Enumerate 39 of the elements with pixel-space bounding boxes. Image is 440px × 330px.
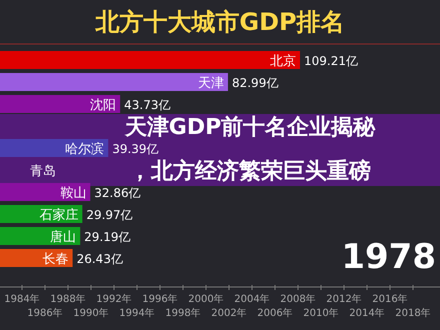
data-label: 29.97亿 (86, 208, 133, 222)
data-label: 29.19亿 (84, 230, 131, 244)
y-tick-label: 哈尔滨 (65, 141, 104, 157)
data-label: 32.86亿 (94, 186, 141, 200)
y-tick-label: 北京 (270, 54, 296, 69)
text: 2018年 (395, 307, 431, 319)
text: 2008年 (280, 293, 316, 305)
data-label: 82.99亿 (232, 76, 278, 90)
text: 1996年 (142, 293, 178, 305)
text: 2004年 (234, 293, 270, 305)
data-label: 26.43亿 (76, 252, 123, 266)
text: 1992年 (96, 293, 132, 305)
text: 1994年 (119, 307, 155, 319)
text: 1978 (341, 237, 436, 277)
y-tick-label: 沈阳 (90, 98, 116, 113)
text: 2002年 (211, 307, 247, 319)
text: 2014年 (349, 307, 385, 319)
data-label: 39.39亿 (112, 142, 159, 156)
text: 1986年 (27, 307, 63, 319)
y-tick-label: 鞍山 (60, 186, 86, 201)
data-label: 43.73亿 (124, 98, 170, 112)
text: 2016年 (372, 293, 408, 305)
y-tick-label: 青岛 (30, 164, 56, 179)
annotation: 天津GDP前十名企业揭秘 (124, 115, 376, 140)
text: 2012年 (326, 293, 362, 305)
text: 1984年 (4, 293, 40, 305)
text: 1998年 (165, 307, 201, 319)
text: 2006年 (257, 307, 293, 319)
y-tick-label: 长春 (42, 252, 69, 267)
title: 北方十大城市GDP排名 (95, 8, 345, 36)
annotation: ，北方经济繁荣巨头重磅 (129, 158, 371, 184)
data-label: 109.21亿 (304, 54, 358, 68)
y-tick-label: 唐山 (50, 230, 76, 245)
text: 2000年 (188, 293, 224, 305)
text: 2010年 (303, 307, 339, 319)
y-tick-label: 天津 (198, 76, 224, 91)
text: 1988年 (50, 293, 86, 305)
text: 1990年 (73, 307, 109, 319)
y-tick-label: 石家庄 (39, 207, 78, 223)
